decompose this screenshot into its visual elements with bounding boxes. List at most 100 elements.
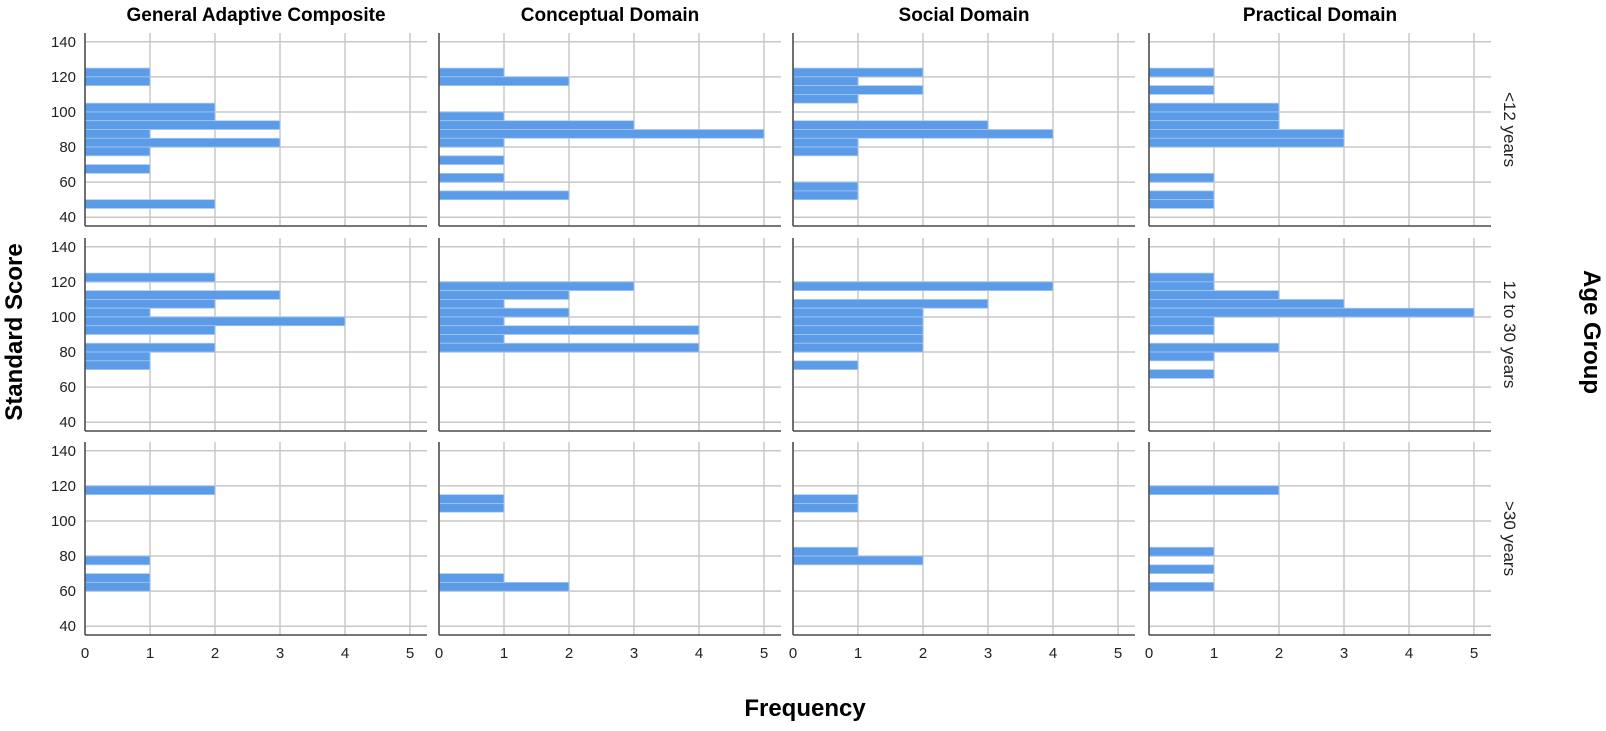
y-tick-label: 120 [51, 274, 76, 291]
x-tick-label: 5 [1114, 645, 1122, 662]
panels-layer [84, 33, 1491, 636]
histogram-bar [1148, 307, 1475, 318]
histogram-bar [84, 129, 151, 139]
histogram-bar [792, 281, 1054, 292]
x-tick-label: 1 [854, 645, 862, 662]
histogram-bar [84, 290, 281, 300]
histogram-bar [438, 334, 505, 344]
histogram-bar [1148, 299, 1345, 309]
histogram-bar [438, 581, 570, 592]
histogram-bar [438, 281, 635, 292]
x-tick-label: 3 [276, 645, 284, 662]
histogram-bar [1148, 325, 1215, 335]
x-tick-label: 4 [695, 645, 703, 662]
histogram-bar [438, 316, 505, 327]
histogram-bar [438, 137, 505, 148]
histogram-bar [792, 146, 859, 157]
histogram-bar [1148, 581, 1215, 592]
histogram-bar [438, 172, 505, 183]
row-variable-title: Age Group [1578, 270, 1605, 394]
histogram-bar [84, 76, 151, 87]
histogram-bar [84, 307, 151, 318]
x-tick-label: 1 [1210, 645, 1218, 662]
y-tick-label: 100 [51, 104, 76, 121]
histogram-bar [84, 299, 216, 309]
histogram-bar [792, 129, 1054, 139]
histogram-bar [84, 581, 151, 592]
histogram-bar [792, 94, 859, 104]
panel-12-years-general-adaptive-composite [84, 33, 427, 227]
histogram-bar [84, 137, 281, 148]
x-axis-title: Frequency [744, 695, 866, 722]
x-tick-label: 2 [211, 645, 219, 662]
histogram-bar [792, 190, 859, 201]
histogram-bar [84, 164, 151, 174]
x-tick-label: 5 [406, 645, 414, 662]
histogram-bar [1148, 172, 1215, 183]
histogram-bar [84, 342, 216, 353]
histogram-bar [1148, 290, 1280, 300]
y-axis-title: Standard Score [1, 243, 28, 420]
column-title-general-adaptive-composite: General Adaptive Composite [126, 5, 385, 26]
histogram-bar [84, 102, 216, 113]
histogram-bar [84, 325, 216, 335]
y-tick-label: 60 [59, 174, 76, 191]
y-tick-label: 40 [59, 618, 76, 635]
x-tick-label: 1 [500, 645, 508, 662]
histogram-bar [438, 155, 505, 165]
histogram-bar [438, 129, 765, 139]
panel-30-years-general-adaptive-composite [84, 442, 427, 636]
row-label-12-to-30-years: 12 to 30 years [1500, 281, 1519, 389]
histogram-bar [1148, 190, 1215, 201]
histogram-bar [84, 351, 151, 362]
panel-12-years-conceptual-domain [438, 33, 781, 227]
x-tick-label: 3 [984, 645, 992, 662]
panel-30-years-social-domain [792, 442, 1135, 636]
x-tick-label: 5 [760, 645, 768, 662]
y-tick-label: 80 [59, 548, 76, 565]
histogram-bar [1148, 129, 1345, 139]
x-tick-label: 2 [1275, 645, 1283, 662]
x-tick-label: 0 [1145, 645, 1153, 662]
histogram-bar [84, 272, 216, 283]
panel-12-years-social-domain [792, 33, 1135, 227]
histogram-bar [792, 503, 859, 513]
histogram-bar [438, 190, 570, 201]
y-tick-label: 40 [59, 209, 76, 226]
column-title-social-domain: Social Domain [899, 5, 1030, 26]
x-tick-label: 5 [1470, 645, 1478, 662]
x-tick-label: 0 [789, 645, 797, 662]
histogram-bar [1148, 272, 1215, 283]
y-tick-label: 80 [59, 344, 76, 361]
histogram-bar [1148, 564, 1215, 574]
x-tick-label: 4 [1049, 645, 1057, 662]
y-tick-label: 80 [59, 139, 76, 156]
histogram-bar [438, 76, 570, 87]
histogram-bar [792, 137, 859, 148]
row-label-12-years: <12 years [1500, 92, 1519, 167]
histogram-bar [84, 67, 151, 78]
histogram-bar [1148, 137, 1345, 148]
histogram-bar [1148, 199, 1215, 209]
histogram-bar [438, 307, 570, 318]
histogram-bar [1148, 351, 1215, 362]
histogram-bar [84, 199, 216, 209]
y-tick-label: 100 [51, 309, 76, 326]
x-tick-label: 3 [1340, 645, 1348, 662]
histogram-bar [84, 120, 281, 130]
panel-30-years-practical-domain [1148, 442, 1491, 636]
y-tick-label: 140 [51, 443, 76, 460]
histogram-bar [438, 120, 635, 130]
histogram-bar [1148, 111, 1280, 122]
histogram-bar [84, 146, 151, 157]
x-tick-label: 2 [919, 645, 927, 662]
histogram-bar [1148, 281, 1215, 292]
panel-12-years-practical-domain [1148, 33, 1491, 227]
histogram-bar [792, 546, 859, 557]
histogram-bar [792, 316, 924, 327]
histogram-bar [792, 76, 859, 87]
histogram-bar [1148, 485, 1280, 496]
panel-30-years-conceptual-domain [438, 442, 781, 636]
y-tick-label: 40 [59, 414, 76, 431]
histogram-bar [792, 325, 924, 335]
